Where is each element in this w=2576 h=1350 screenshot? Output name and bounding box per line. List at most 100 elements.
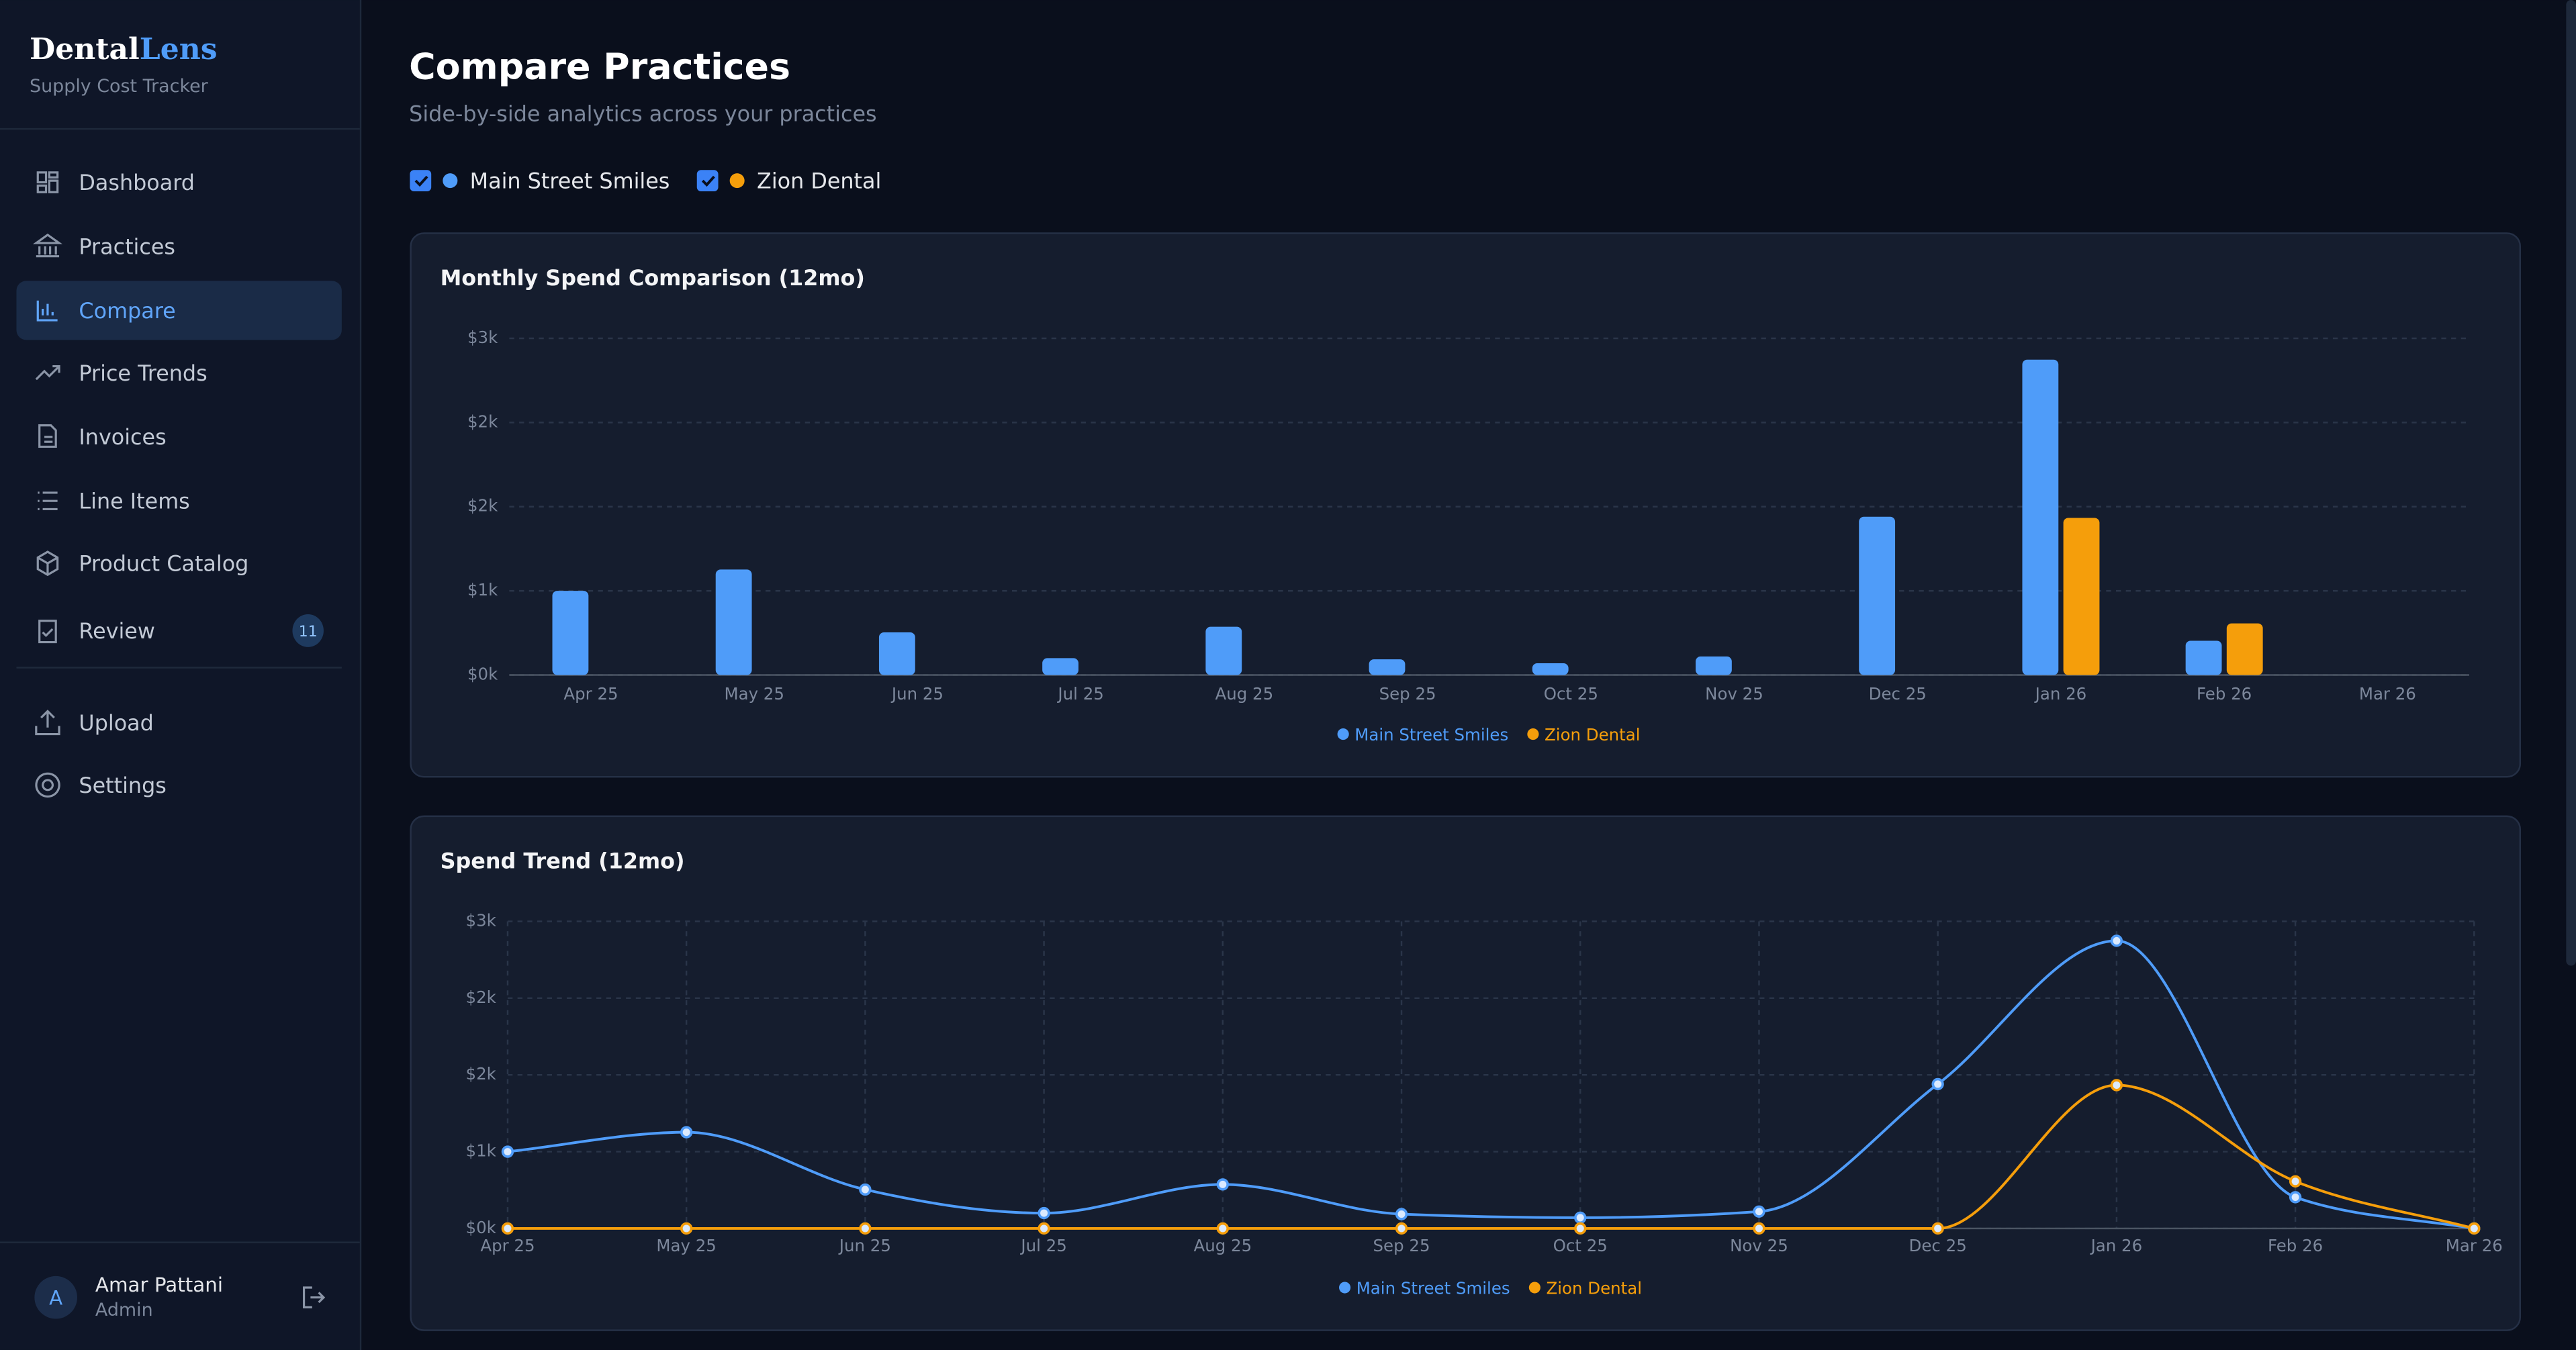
x-tick-label: Feb 26 bbox=[2268, 1236, 2323, 1255]
nav-badge: 11 bbox=[299, 624, 318, 640]
page-subtitle: Side-by-side analytics across your pract… bbox=[409, 101, 876, 126]
checkbox bbox=[410, 170, 432, 192]
bar bbox=[1205, 626, 1242, 675]
point bbox=[859, 1222, 872, 1235]
nav-item[interactable]: Review 11 bbox=[38, 614, 324, 647]
nav-badge-bg bbox=[292, 614, 324, 647]
nav-icon bbox=[38, 620, 57, 644]
y-tick-label: $0k bbox=[466, 1218, 497, 1237]
nav-icon bbox=[35, 365, 60, 381]
practice-filter[interactable]: Zion Dental bbox=[696, 169, 881, 194]
x-tick-label: Sep 25 bbox=[1373, 1236, 1430, 1255]
y-tick-label: $3k bbox=[466, 910, 497, 930]
practice-filter[interactable]: Main Street Smiles bbox=[410, 169, 670, 194]
point bbox=[1216, 1178, 1229, 1191]
x-tick-label: Aug 25 bbox=[1193, 1236, 1252, 1255]
nav-item[interactable]: Price Trends bbox=[35, 361, 208, 386]
point bbox=[501, 1145, 514, 1158]
nav-icon bbox=[36, 550, 59, 577]
nav-item[interactable]: Upload bbox=[35, 710, 154, 736]
user-role: Admin bbox=[95, 1300, 153, 1320]
point bbox=[1038, 1222, 1050, 1235]
legend-dot bbox=[1339, 1282, 1351, 1294]
nav-label: Invoices bbox=[79, 425, 166, 450]
x-tick-label: Aug 25 bbox=[1215, 684, 1274, 704]
brand-part: Lens bbox=[140, 32, 218, 66]
point bbox=[2468, 1222, 2481, 1235]
y-tick-label: $1k bbox=[466, 1141, 497, 1161]
legend-dot bbox=[1527, 728, 1539, 740]
scrollbar[interactable] bbox=[2566, 0, 2576, 966]
x-tick-label: Feb 26 bbox=[2197, 684, 2252, 704]
point bbox=[1395, 1222, 1408, 1235]
filter-label: Main Street Smiles bbox=[470, 169, 670, 194]
y-tick-label: $2k bbox=[466, 1064, 497, 1083]
avatar-initial: A bbox=[49, 1287, 62, 1310]
x-tick-label: Apr 25 bbox=[480, 1236, 535, 1255]
nav-item[interactable]: Compare bbox=[16, 281, 342, 340]
x-tick-label: Jul 25 bbox=[1019, 1236, 1066, 1255]
point bbox=[2110, 934, 2123, 947]
nav-item[interactable]: Settings bbox=[35, 772, 167, 798]
point bbox=[1216, 1222, 1229, 1235]
y-tick-label: $2k bbox=[467, 496, 498, 516]
legend-label: Main Street Smiles bbox=[1356, 1278, 1510, 1298]
nav-item[interactable]: Product Catalog bbox=[36, 550, 248, 577]
nav-label: Line Items bbox=[79, 489, 189, 514]
point bbox=[680, 1222, 693, 1235]
legend-dot bbox=[1337, 728, 1349, 740]
user-name: Amar Pattani bbox=[95, 1273, 223, 1296]
tagline: Supply Cost Tracker bbox=[30, 76, 209, 97]
nav-icon bbox=[36, 171, 59, 193]
logout-icon bbox=[302, 1286, 326, 1308]
bar bbox=[552, 591, 589, 675]
filter-label: Zion Dental bbox=[757, 169, 881, 194]
chart-card: Spend Trend (12mo) $0k $1k $2k $2k $3k Apr 25 M… bbox=[410, 815, 2522, 1331]
legend: Main Street Smiles Zion Dental bbox=[1339, 1278, 1642, 1298]
x-tick-label: Sep 25 bbox=[1379, 684, 1436, 704]
y-tick-label: $1k bbox=[467, 580, 498, 599]
legend-label: Main Street Smiles bbox=[1354, 725, 1508, 744]
nav-item[interactable]: Dashboard bbox=[36, 171, 195, 195]
nav-label: Practices bbox=[79, 234, 175, 259]
point bbox=[1574, 1211, 1587, 1224]
bar bbox=[2022, 359, 2059, 675]
bar bbox=[2063, 518, 2100, 675]
x-tick-label: Apr 25 bbox=[563, 684, 618, 704]
nav-icon bbox=[32, 233, 63, 258]
x-tick-label: Dec 25 bbox=[1909, 1236, 1967, 1255]
line bbox=[507, 1083, 2475, 1230]
legend: Main Street Smiles Zion Dental bbox=[1337, 725, 1641, 744]
point bbox=[859, 1183, 872, 1196]
point bbox=[1753, 1205, 1765, 1218]
brand: DentalLens bbox=[30, 32, 218, 66]
nav-icon bbox=[36, 300, 58, 322]
point bbox=[501, 1222, 514, 1235]
point bbox=[1931, 1222, 1944, 1235]
nav-label: Product Catalog bbox=[79, 552, 248, 577]
nav-item[interactable]: Practices bbox=[32, 233, 175, 259]
legend-dot bbox=[1528, 1282, 1540, 1294]
bar bbox=[715, 569, 752, 675]
checkmark bbox=[414, 175, 428, 187]
logout-button[interactable] bbox=[302, 1286, 326, 1308]
y-tick-label: $3k bbox=[467, 328, 498, 347]
point bbox=[1574, 1222, 1587, 1235]
checkmark bbox=[701, 175, 715, 187]
bar bbox=[1532, 663, 1569, 675]
page-title: Compare Practices bbox=[409, 45, 790, 87]
x-tick-label: Nov 25 bbox=[1730, 1236, 1788, 1255]
checkbox bbox=[696, 170, 719, 192]
bar bbox=[1042, 658, 1078, 675]
nav-item[interactable]: Line Items bbox=[38, 489, 190, 514]
line bbox=[507, 939, 2475, 1230]
x-tick-label: Jun 25 bbox=[890, 684, 944, 704]
nav-label: Compare bbox=[79, 299, 175, 324]
nav-item[interactable]: Invoices bbox=[38, 424, 167, 450]
x-tick-label: Jan 26 bbox=[2034, 684, 2087, 704]
point bbox=[2289, 1175, 2302, 1188]
y-tick-label: $2k bbox=[466, 987, 497, 1007]
